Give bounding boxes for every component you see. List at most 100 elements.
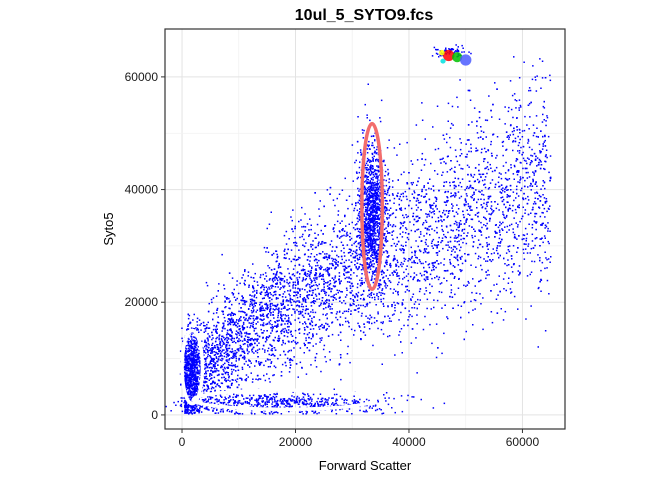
scatter-point xyxy=(401,303,404,305)
scatter-point xyxy=(465,143,467,145)
scatter-point xyxy=(210,348,212,350)
scatter-point xyxy=(239,330,242,332)
scatter-point xyxy=(416,372,418,374)
scatter-point xyxy=(302,308,304,311)
scatter-point xyxy=(256,289,258,292)
scatter-point xyxy=(456,224,458,226)
scatter-point xyxy=(467,253,469,256)
scatter-point xyxy=(223,343,226,345)
scatter-point xyxy=(335,262,337,264)
scatter-point xyxy=(232,353,235,355)
scatter-point xyxy=(435,356,438,359)
scatter-point xyxy=(328,294,330,297)
scatter-point xyxy=(544,227,546,229)
scatter-point xyxy=(215,368,218,370)
scatter-point xyxy=(524,248,527,250)
scatter-point xyxy=(284,307,286,309)
scatter-point xyxy=(464,259,467,262)
scatter-point xyxy=(242,323,245,325)
scatter-point xyxy=(547,230,549,232)
scatter-point xyxy=(208,379,210,381)
scatter-point xyxy=(518,265,521,267)
scatter-point xyxy=(480,234,483,236)
scatter-point xyxy=(314,281,317,284)
scatter-point xyxy=(437,244,440,246)
scatter-point xyxy=(266,322,269,325)
scatter-point xyxy=(215,331,217,333)
scatter-point xyxy=(458,225,461,227)
scatter-point xyxy=(204,376,206,378)
scatter-point xyxy=(270,361,273,363)
scatter-point xyxy=(285,331,288,333)
scatter-point xyxy=(465,193,468,195)
scatter-point xyxy=(265,251,267,253)
scatter-point xyxy=(184,403,187,405)
scatter-point xyxy=(435,266,437,269)
scatter-point xyxy=(312,289,315,292)
scatter-point xyxy=(537,287,540,290)
scatter-point xyxy=(376,252,378,254)
scatter-point xyxy=(224,327,226,330)
scatter-point xyxy=(224,338,226,341)
scatter-point xyxy=(309,342,311,344)
scatter-point xyxy=(464,198,467,200)
scatter-point xyxy=(431,245,433,247)
scatter-point xyxy=(537,346,539,348)
scatter-point xyxy=(318,241,320,243)
scatter-point xyxy=(541,148,544,150)
scatter-point xyxy=(232,320,235,323)
scatter-point xyxy=(288,359,291,361)
scatter-point xyxy=(424,315,426,318)
scatter-point xyxy=(539,159,542,162)
scatter-point xyxy=(224,367,226,370)
scatter-point xyxy=(254,305,256,307)
scatter-point xyxy=(485,237,488,239)
scatter-point xyxy=(268,288,271,290)
scatter-point xyxy=(185,349,187,352)
scatter-point xyxy=(194,386,197,388)
scatter-point xyxy=(543,197,546,199)
scatter-point xyxy=(260,318,262,321)
scatter-point xyxy=(336,220,339,223)
scatter-point xyxy=(393,255,396,257)
scatter-point xyxy=(449,261,451,263)
scatter-point xyxy=(508,195,510,198)
scatter-point xyxy=(208,327,211,329)
scatter-point xyxy=(309,218,311,220)
scatter-point xyxy=(456,241,459,243)
scatter-point xyxy=(331,264,334,266)
scatter-point xyxy=(512,141,514,143)
scatter-point xyxy=(433,306,435,309)
scatter-point xyxy=(309,265,311,267)
scatter-point xyxy=(425,193,428,195)
scatter-point xyxy=(348,281,351,283)
scatter-point xyxy=(457,106,459,108)
scatter-point xyxy=(447,231,449,234)
scatter-point xyxy=(417,180,419,183)
scatter-point xyxy=(502,165,505,167)
scatter-point xyxy=(335,280,337,283)
scatter-point xyxy=(326,189,329,191)
scatter-point xyxy=(314,356,317,359)
scatter-point xyxy=(467,232,469,234)
scatter-point xyxy=(429,210,431,213)
scatter-point xyxy=(373,293,375,295)
scatter-point xyxy=(297,280,299,283)
scatter-point xyxy=(443,270,446,272)
scatter-point xyxy=(425,287,427,289)
scatter-point xyxy=(279,294,281,296)
scatter-point xyxy=(272,280,275,283)
chart-title: 10ul_5_SYTO9.fcs xyxy=(295,7,434,24)
scatter-point xyxy=(358,266,360,268)
scatter-point xyxy=(362,331,365,334)
scatter-point xyxy=(359,254,362,256)
scatter-point xyxy=(491,116,493,118)
scatter-point xyxy=(205,348,207,350)
scatter-point xyxy=(206,284,209,287)
scatter-point xyxy=(204,325,206,327)
scatter-point xyxy=(523,185,526,188)
scatter-point xyxy=(247,319,249,322)
scatter-point xyxy=(315,268,317,270)
scatter-point xyxy=(223,352,226,354)
scatter-point xyxy=(211,344,213,346)
